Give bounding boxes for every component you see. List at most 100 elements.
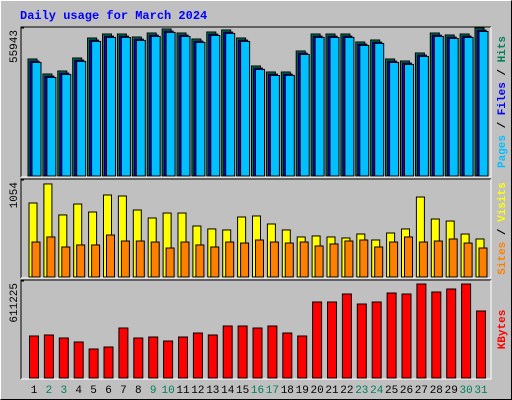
legend-entry: Pages (497, 135, 509, 168)
bar (31, 61, 42, 177)
bar (356, 303, 367, 379)
x-tick-label: 1 (31, 385, 38, 397)
x-tick-label: 20 (310, 385, 323, 397)
x-tick-label: 17 (266, 385, 279, 397)
panel-frame (20, 279, 491, 379)
bar (195, 244, 205, 278)
bar (76, 60, 87, 177)
bar (255, 239, 264, 278)
x-tick-label: 21 (325, 385, 339, 397)
y-tick-label: 1054 (9, 182, 21, 209)
legend-separator: / (497, 222, 509, 242)
bar (207, 334, 218, 379)
legend-entry: Hits (497, 36, 509, 62)
bar (401, 293, 412, 379)
bar (269, 74, 280, 177)
bar (225, 32, 236, 177)
bar (476, 310, 486, 379)
x-tick-label: 30 (459, 385, 472, 397)
x-tick-label: 14 (221, 385, 235, 397)
x-tick-label: 10 (161, 385, 174, 397)
bar (416, 283, 427, 379)
bar (192, 332, 203, 379)
x-tick-label: 19 (296, 385, 309, 397)
bar (61, 246, 71, 278)
bar (31, 241, 41, 278)
bar (118, 327, 129, 379)
bar (106, 36, 116, 177)
bar (404, 63, 414, 177)
bar (150, 35, 161, 177)
bar (267, 325, 278, 379)
bar (359, 44, 370, 177)
bar (148, 336, 159, 379)
bar (120, 36, 131, 177)
bar (418, 55, 429, 177)
bar (106, 234, 115, 278)
bar (91, 40, 102, 177)
bar (446, 288, 457, 379)
bar (180, 35, 191, 177)
bar (478, 30, 489, 177)
x-tick-label: 24 (370, 385, 384, 397)
bar (297, 335, 308, 379)
bar (240, 242, 250, 278)
panel-frame (21, 179, 492, 279)
x-tick-label: 11 (176, 385, 190, 397)
legend-entry: Visits (497, 182, 509, 222)
legend-entry: Sites (497, 242, 509, 275)
x-tick-label: 26 (400, 385, 413, 397)
bar (210, 34, 221, 177)
legend-entry: Files (497, 82, 509, 115)
bar (222, 325, 233, 379)
bar (433, 35, 444, 177)
legend-entry: KBytes (497, 310, 509, 350)
legend: Pages / Files / Hits (497, 36, 509, 168)
bar (225, 241, 235, 278)
bar (180, 241, 190, 278)
bar (150, 241, 160, 278)
x-tick-label: 12 (191, 385, 204, 397)
bar (255, 68, 265, 177)
bar (46, 76, 57, 177)
bar (178, 336, 188, 379)
bar (58, 337, 69, 379)
bar (314, 36, 325, 177)
x-tick-label: 28 (430, 385, 443, 397)
x-tick-label: 25 (385, 385, 398, 397)
bar (341, 293, 352, 379)
x-tick-label: 6 (105, 385, 112, 397)
bar (299, 241, 309, 278)
bar (195, 41, 206, 177)
bar (284, 74, 295, 177)
bar (448, 238, 458, 278)
x-tick-label: 31 (474, 385, 488, 397)
x-tick-label: 4 (75, 385, 82, 397)
bar (329, 36, 340, 177)
x-tick-label: 29 (445, 385, 458, 397)
bar (461, 283, 472, 379)
bar (282, 332, 293, 379)
bar (359, 239, 369, 278)
bar (269, 241, 279, 278)
bar (135, 39, 146, 177)
bar (374, 42, 385, 177)
bar (73, 341, 84, 379)
bar (344, 240, 354, 278)
bar (163, 340, 174, 379)
x-tick-label: 23 (355, 385, 368, 397)
x-tick-label: 9 (150, 385, 157, 397)
bar (284, 242, 294, 278)
bar (61, 73, 72, 177)
bar (46, 236, 56, 278)
bar (76, 244, 86, 278)
bar (29, 335, 39, 379)
x-tick-label: 22 (340, 385, 353, 397)
bar (314, 245, 324, 278)
panel-frame (20, 178, 491, 278)
legend: KBytes (497, 310, 509, 350)
bar (329, 243, 339, 278)
bar (374, 246, 384, 278)
